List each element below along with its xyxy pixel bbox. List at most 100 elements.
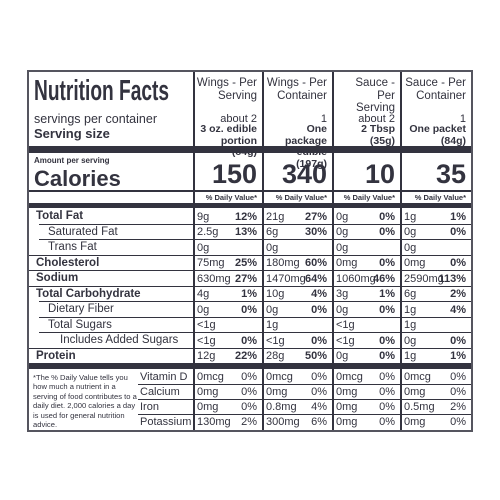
amount: 0mg (197, 401, 219, 413)
rule (29, 254, 471, 256)
daily-value: 0% (311, 303, 327, 316)
daily-value: 2% (241, 416, 257, 428)
amount: 0mcg (404, 371, 431, 383)
calories-value: 10 (364, 159, 395, 189)
amount: <1g (197, 334, 216, 347)
daily-value: 0% (379, 334, 395, 347)
amount: 0mcg (197, 371, 224, 383)
rule (138, 384, 471, 385)
daily-value: 0% (450, 371, 466, 383)
amount: 6g (404, 288, 417, 300)
daily-value: 0% (311, 386, 327, 398)
amount: 1g (266, 319, 279, 331)
daily-value: 0% (379, 257, 395, 269)
amount: 300mg (266, 416, 300, 428)
amount: 0mg (404, 416, 426, 428)
daily-value: 50% (304, 350, 327, 362)
nutrient-name: Cholesterol (36, 256, 100, 269)
daily-value: 0% (450, 416, 466, 428)
amount: 10g (266, 288, 285, 300)
daily-value: 2% (450, 401, 466, 413)
amount: 0.5mg (404, 401, 435, 413)
amount: 1060mg (336, 272, 376, 285)
amount: <1g (336, 334, 355, 347)
daily-value: 0% (241, 334, 257, 347)
serving-size: One package edible (197g) (284, 123, 327, 170)
daily-value: 0% (379, 303, 395, 316)
dv-header: % Daily Value* (205, 193, 257, 202)
column-name: Wings - Per Container (266, 77, 327, 102)
nutrient-name: Total Fat (36, 210, 84, 222)
amount: 0g (266, 241, 279, 254)
daily-value: 0% (241, 386, 257, 398)
daily-value: 0% (379, 386, 395, 398)
column-separator (193, 72, 195, 430)
amount: <1g (266, 334, 285, 347)
amount: 130mg (197, 416, 231, 428)
rule (39, 301, 471, 302)
amount: 9g (197, 210, 210, 223)
daily-value: 4% (450, 303, 466, 316)
rule (39, 332, 471, 333)
daily-value: 60% (304, 257, 327, 269)
serving-size-label: Serving size (34, 126, 110, 141)
amount: 0mg (404, 257, 426, 269)
amount: 0mg (336, 386, 358, 398)
amount: 0g (336, 210, 349, 223)
serving-size: One packet (84g) (409, 123, 466, 147)
amount: 1g (404, 350, 417, 362)
amount: 12g (197, 350, 216, 362)
column-name: Sauce - Per Serving (355, 77, 395, 115)
amount: 0g (197, 303, 210, 316)
vitamin-name: Iron (140, 401, 159, 413)
nutrient-name: Protein (36, 349, 76, 362)
amount-label: Amount per serving (34, 156, 110, 165)
daily-value: 12% (234, 210, 257, 223)
amount: 0mcg (266, 371, 293, 383)
amount: 28g (266, 350, 285, 362)
vitamin-name: Vitamin D (140, 371, 188, 383)
nutrient-name: Total Sugars (48, 318, 112, 331)
amount: 3g (336, 288, 349, 300)
serving-size: 2 Tbsp (35g) (361, 123, 395, 147)
servings: about 2 (358, 113, 395, 125)
nutrient-name: Includes Added Sugars (60, 334, 179, 346)
column-name: Wings - Per Serving (196, 77, 257, 102)
label-border (27, 70, 473, 432)
amount: 21g (266, 210, 285, 223)
rule (39, 223, 471, 225)
servings: 1 (320, 113, 327, 125)
amount: 0g (336, 226, 349, 238)
amount: 2.5g (197, 226, 219, 238)
daily-value: 2% (450, 288, 466, 300)
daily-value: 0% (379, 401, 395, 413)
servings: about 2 (220, 113, 257, 125)
column-separator (400, 72, 402, 430)
amount: 0mg (197, 386, 219, 398)
amount: 6g (266, 226, 279, 238)
daily-value: 0% (311, 334, 327, 347)
daily-value: 4% (311, 401, 327, 413)
amount: 0g (336, 303, 349, 316)
rule (29, 190, 471, 192)
amount: 0g (404, 334, 417, 347)
column-name: Sauce - Per Container (405, 77, 466, 102)
daily-value: 0% (379, 371, 395, 383)
rule (39, 316, 471, 318)
daily-value: 30% (304, 226, 327, 238)
amount: 1g (404, 210, 417, 223)
amount: 1g (404, 303, 417, 316)
nutrient-name: Dietary Fiber (48, 303, 114, 315)
amount: 0g (404, 241, 417, 254)
daily-value: 46% (372, 272, 395, 285)
rule (29, 270, 471, 271)
daily-value: 1% (241, 288, 257, 300)
daily-value: 1% (379, 288, 395, 300)
amount: 0g (404, 226, 417, 238)
amount: 1g (404, 319, 417, 331)
amount: 0mg (404, 386, 426, 398)
vitamin-name: Calcium (140, 386, 180, 398)
amount: 0mg (336, 416, 358, 428)
amount: 0mg (336, 257, 358, 269)
